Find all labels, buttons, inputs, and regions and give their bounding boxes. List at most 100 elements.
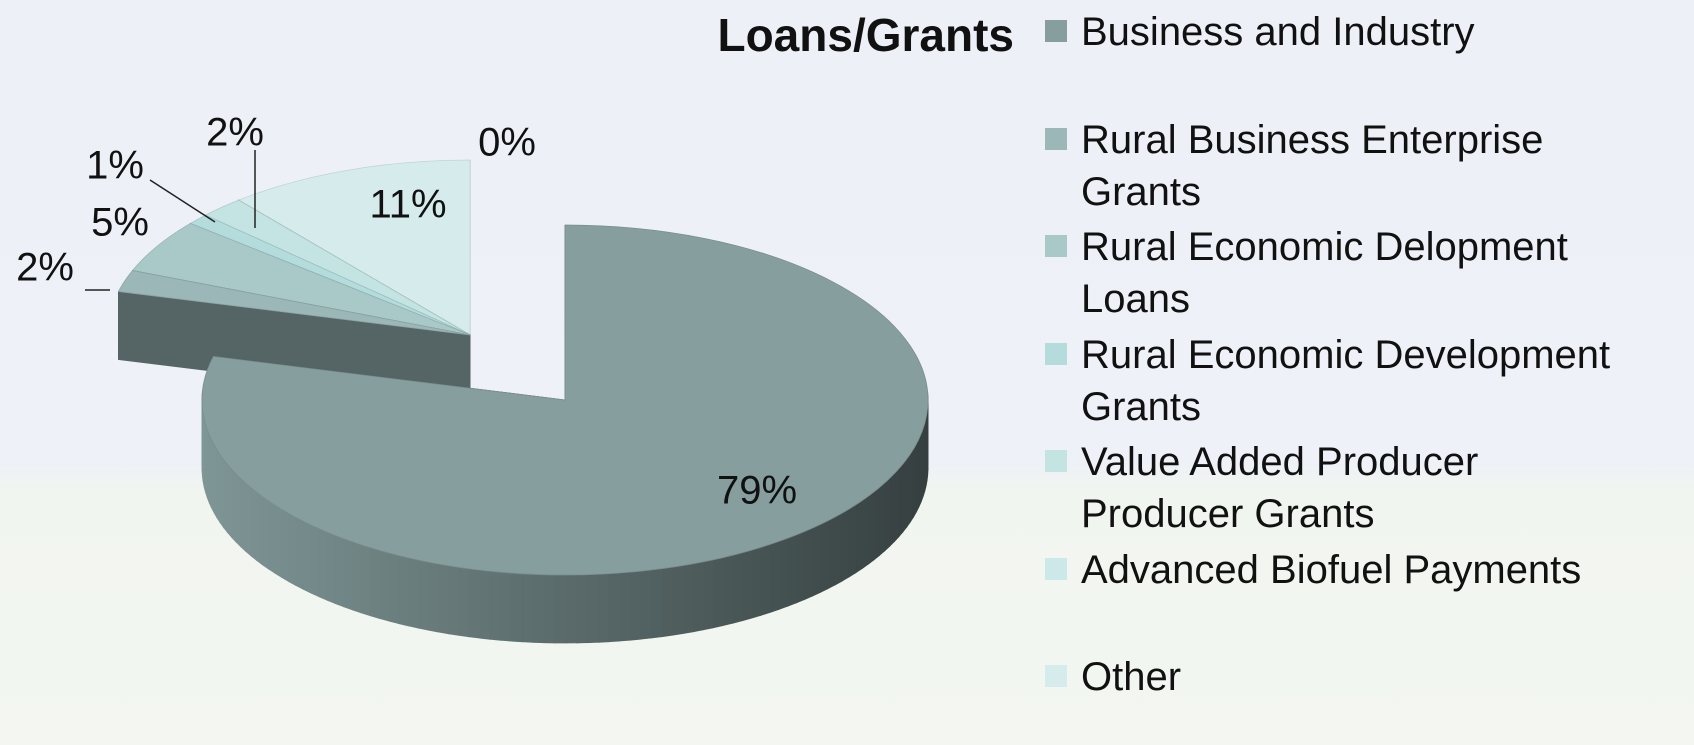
slice-side [576,574,588,644]
pie-slice [201,224,929,644]
slice-side [884,477,891,552]
slice-side [379,549,390,622]
data-label: 2% [16,246,74,290]
data-label: 5% [91,201,149,245]
slice-side [388,552,399,625]
slice-side [532,573,545,644]
slice-side [369,547,380,619]
slice-side [343,538,353,611]
legend-label: Rural Business Enterprise Grants [1081,117,1544,214]
slice-side [489,570,502,641]
slice-side [274,504,283,579]
slice-side [760,543,771,616]
pie-slice [117,270,471,404]
slice-side [447,565,460,636]
slice-side [302,520,312,594]
slice-side [245,482,252,557]
legend-swatch [1045,450,1067,472]
slice-side [240,477,247,553]
legend-label: Rural Economic Delopment Loans [1081,225,1568,321]
slice-side [334,534,345,608]
slice-side [682,563,694,634]
slice-side [651,568,663,639]
legend-label: Business and Industry [1081,10,1475,54]
slice-side [608,572,621,643]
slice-side [672,565,684,636]
data-label: 2% [206,111,264,155]
slice-side [295,516,304,590]
slice-side [787,534,797,607]
slice-side [819,520,829,594]
slice-side [565,574,577,644]
slice-side [511,572,523,643]
slice-side [732,552,743,624]
slice-side [554,574,567,644]
slice-side [468,568,481,639]
slice-side [894,467,900,543]
slice-side [889,472,895,548]
slice-side [318,527,328,601]
slice-side [769,540,780,613]
slice-side [702,559,714,631]
slice-side [909,447,914,524]
slice-side [778,537,788,610]
slice-side [326,531,336,605]
slice-side [586,573,599,644]
slice-side [235,473,242,548]
legend-swatch [1045,20,1067,42]
slice-side [855,499,863,574]
slice-side [281,508,290,583]
slice-side [619,571,631,642]
slice-side [722,554,734,627]
legend-swatch [1045,235,1067,257]
slice-side [906,452,911,529]
slice-side [867,490,875,566]
slice-side [902,457,908,533]
slice-side [521,573,534,643]
slice-top [117,270,471,336]
slice-side [848,504,857,578]
legend-label: Rural Economic Development Grants [1081,332,1611,429]
legend-label: Other [1081,655,1182,699]
slice-side [479,569,491,640]
slice-side [741,549,753,622]
slice-side [360,544,371,617]
slice-side [834,512,843,586]
legend-label: Advanced Biofuel Payments [1081,547,1582,592]
slice-side [630,570,642,641]
legend-label: Value Added Producer Producer Grants [1081,440,1479,536]
slice-side [827,516,836,590]
slice-side [219,453,225,529]
slice-top [201,224,929,576]
slice-side [811,523,821,597]
legend-swatch [1045,665,1067,687]
slice-side [256,491,263,566]
slice-side [597,573,610,643]
slice-side [310,524,320,598]
leader-line [149,179,216,223]
slice-side [407,557,419,629]
slice-side [913,442,917,519]
slice-side [500,571,513,642]
slice-side [268,500,276,575]
slice-side [437,563,449,635]
slice-side [640,569,653,640]
data-label: 0% [478,121,536,165]
data-label: 1% [86,144,144,188]
slice-side [427,561,439,633]
slice-side [216,448,221,524]
slice-side [288,512,297,587]
slice-side [250,487,258,562]
slice-side [543,574,556,644]
slice-side [458,566,470,638]
chart-title: Loans/Grants [717,9,1014,61]
slice-side [751,546,762,619]
slice-side [661,566,673,638]
slice-side [795,531,805,604]
slice-side [398,554,409,627]
slice-side [351,541,362,614]
slice-side [262,495,270,570]
data-label: 79% [717,469,797,513]
